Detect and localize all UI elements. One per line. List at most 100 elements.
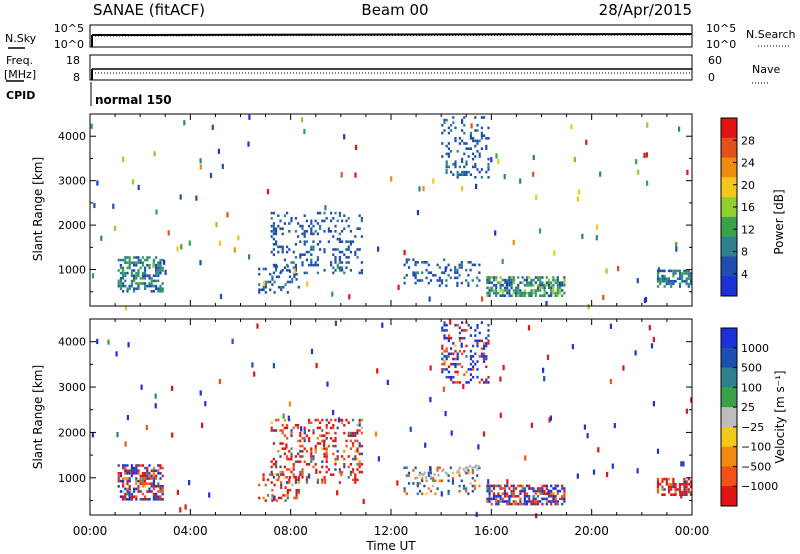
scatter-cell — [137, 490, 140, 493]
scatter-cell — [316, 211, 319, 215]
scatter-cell — [456, 271, 459, 274]
scatter-cell — [159, 264, 162, 267]
scatter-cell — [122, 485, 125, 488]
scatter-cell — [474, 139, 477, 143]
scatter-cell — [458, 484, 461, 488]
noise-cell — [577, 189, 581, 195]
scatter-cell — [490, 286, 493, 290]
scatter-cell — [525, 278, 529, 282]
scatter-cell — [554, 502, 557, 506]
scatter-cell — [487, 163, 490, 166]
scatter-cell — [288, 468, 291, 471]
scatter-cell — [478, 139, 481, 143]
scatter-cell — [425, 261, 428, 264]
noise-cell — [539, 228, 542, 234]
scatter-cell — [501, 492, 504, 495]
scatter-cell — [161, 266, 164, 270]
scatter-cell — [532, 284, 535, 287]
scatter-cell — [460, 479, 463, 483]
scatter-cell — [445, 375, 448, 379]
scatter-cell — [271, 496, 274, 500]
scatter-cell — [119, 271, 122, 275]
y-tick-label: 2000 — [58, 426, 86, 439]
scatter-cell — [656, 485, 660, 489]
colorbar-tick-label: −1000 — [741, 480, 778, 493]
noise-cell — [179, 194, 182, 200]
scatter-cell — [512, 487, 515, 490]
scatter-cell — [514, 294, 518, 297]
scatter-cell — [508, 281, 511, 284]
scatter-cell — [456, 173, 459, 176]
scatter-cell — [550, 284, 553, 287]
noise-cell — [460, 342, 463, 348]
scatter-cell — [521, 487, 524, 490]
scatter-cell — [483, 342, 486, 345]
scatter-cell — [321, 429, 324, 432]
noise-cell — [96, 338, 99, 345]
scatter-cell — [445, 165, 448, 169]
scatter-cell — [152, 469, 155, 472]
scatter-cell — [270, 481, 273, 484]
scatter-cell — [495, 484, 498, 488]
scatter-cell — [150, 284, 153, 288]
scatter-cell — [458, 336, 461, 340]
scatter-cell — [316, 442, 319, 445]
scatter-cell — [471, 469, 474, 472]
noise-cell — [128, 491, 131, 498]
scatter-cell — [135, 487, 138, 491]
scatter-cell — [499, 500, 502, 503]
scatter-cell — [159, 258, 162, 262]
scatter-cell — [447, 479, 450, 483]
scatter-cell — [656, 285, 660, 288]
scatter-cell — [275, 232, 278, 236]
scatter-cell — [260, 288, 263, 292]
scatter-cell — [476, 142, 479, 145]
scatter-cell — [539, 492, 542, 495]
scatter-cell — [517, 484, 520, 488]
scatter-cell — [271, 278, 274, 281]
colorbar-tick-label: 28 — [741, 134, 755, 147]
noise-cell — [576, 473, 579, 479]
scatter-cell — [270, 224, 273, 228]
noise-cell — [450, 430, 453, 436]
noise-cell — [122, 156, 125, 162]
scatter-cell — [463, 173, 466, 176]
scatter-cell — [467, 471, 470, 475]
scatter-cell — [297, 235, 300, 238]
scatter-cell — [541, 294, 544, 297]
scatter-cell — [293, 496, 296, 500]
scatter-cell — [275, 266, 278, 269]
scatter-cell — [330, 263, 333, 267]
scatter-cell — [541, 281, 544, 284]
scatter-cell — [525, 500, 529, 503]
scatter-cell — [352, 434, 355, 437]
scatter-cell — [137, 269, 140, 272]
scatter-cell — [445, 163, 448, 166]
scatter-cell — [292, 250, 295, 254]
scatter-cell — [264, 499, 267, 502]
scatter-cell — [152, 284, 155, 288]
scatter-cell — [155, 492, 158, 496]
scatter-cell — [563, 284, 566, 287]
scatter-cell — [288, 222, 291, 225]
scatter-cell — [519, 500, 522, 503]
scatter-cell — [275, 473, 278, 476]
scatter-cell — [277, 473, 280, 476]
scatter-cell — [358, 460, 361, 463]
scatter-cell — [407, 258, 411, 261]
scatter-cell — [277, 475, 281, 479]
scatter-cell — [310, 219, 313, 223]
scatter-cell — [157, 464, 160, 467]
scatter-cell — [445, 284, 448, 287]
scatter-cell — [312, 465, 315, 469]
scatter-cell — [133, 274, 136, 277]
nsky-tick-top: 10^5 — [54, 22, 84, 35]
scatter-cell — [512, 289, 515, 292]
scatter-cell — [480, 168, 483, 171]
scatter-cell — [319, 421, 322, 424]
scatter-cell — [294, 263, 297, 267]
scatter-cell — [321, 481, 324, 484]
scatter-cell — [270, 217, 273, 220]
scatter-cell — [150, 482, 153, 485]
scatter-cell — [558, 281, 562, 284]
